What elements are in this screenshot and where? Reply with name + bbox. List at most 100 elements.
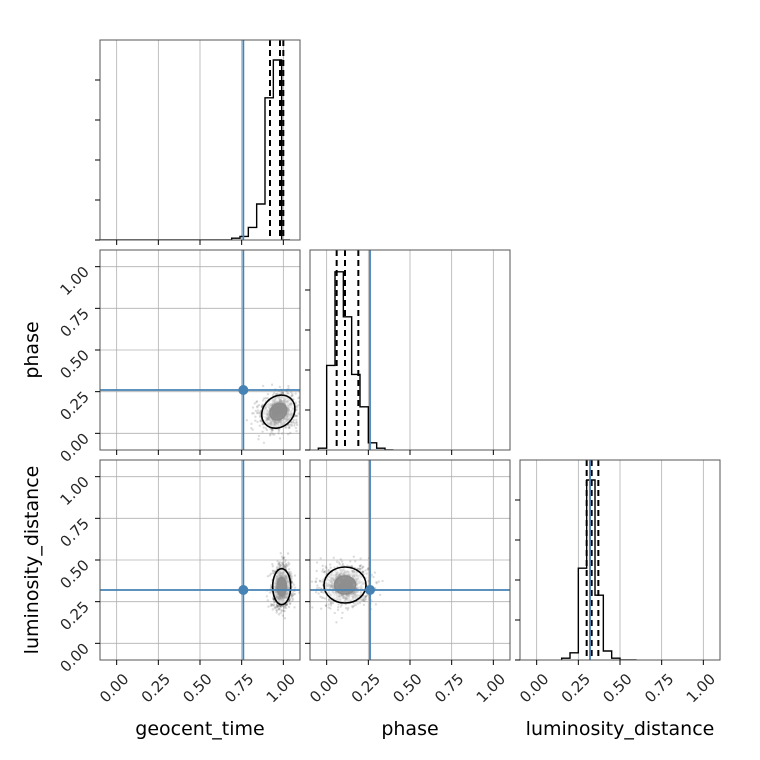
sample-point xyxy=(295,420,298,424)
sample-point xyxy=(289,572,293,576)
sample-point xyxy=(277,562,280,566)
sample-point xyxy=(272,569,275,573)
sample-point xyxy=(262,441,266,444)
sample-point xyxy=(252,412,255,415)
sample-point xyxy=(257,411,260,415)
sample-point xyxy=(374,603,378,606)
sample-point xyxy=(327,598,331,601)
sample-point xyxy=(281,562,285,566)
sample-point xyxy=(320,596,323,599)
sample-point xyxy=(291,394,294,397)
sample-point xyxy=(361,566,364,569)
sample-point xyxy=(295,423,299,427)
sample-point xyxy=(284,566,287,569)
sample-point xyxy=(291,595,294,598)
sample-point xyxy=(280,610,283,613)
sample-point xyxy=(286,552,290,555)
sample-point xyxy=(287,570,291,574)
sample-point xyxy=(258,411,262,415)
sample-point xyxy=(358,564,362,568)
sample-point xyxy=(366,568,370,571)
x-tick-label: 0.75 xyxy=(641,670,677,706)
sample-point xyxy=(262,426,266,429)
sample-point xyxy=(291,581,294,585)
sample-point xyxy=(292,593,296,596)
sample-point xyxy=(285,426,288,429)
sample-point xyxy=(315,569,318,573)
x-tick-label: 0.50 xyxy=(389,670,425,706)
sample-point xyxy=(363,599,367,602)
sample-point xyxy=(277,563,281,566)
sample-point xyxy=(300,422,302,424)
sample-point xyxy=(319,557,322,560)
sample-point xyxy=(276,605,279,609)
sample-point xyxy=(283,564,286,568)
y-tick-label: 0.50 xyxy=(56,556,92,592)
sample-point xyxy=(270,383,274,386)
y-tick-label: 0.25 xyxy=(56,388,92,424)
sample-point xyxy=(289,595,293,598)
sample-point xyxy=(284,559,287,562)
sample-point xyxy=(331,602,335,605)
sample-point xyxy=(274,606,277,609)
sample-point xyxy=(293,606,296,609)
sample-point xyxy=(256,406,259,409)
sample-point xyxy=(335,621,338,624)
sample-point xyxy=(279,611,282,615)
sample-point xyxy=(354,560,357,563)
sample-point xyxy=(318,579,322,582)
sample-point xyxy=(322,571,326,574)
y-tick-label: 1.00 xyxy=(56,473,92,509)
sample-point xyxy=(278,604,281,608)
x-tick-label: 1.00 xyxy=(263,670,299,706)
sample-point xyxy=(315,561,319,564)
sample-point xyxy=(274,392,278,396)
sample-point xyxy=(297,412,300,415)
sample-point xyxy=(358,564,362,568)
sample-point xyxy=(290,394,294,397)
sample-point xyxy=(284,562,288,566)
sample-point xyxy=(280,605,283,608)
sample-point xyxy=(294,392,297,395)
sample-point xyxy=(280,608,283,612)
sample-point xyxy=(319,595,322,598)
sample-point xyxy=(295,414,298,417)
sample-point xyxy=(275,606,278,609)
sample-point xyxy=(276,392,279,395)
sample-point xyxy=(257,434,261,438)
sample-point xyxy=(285,603,289,607)
x-tick-label: 0.00 xyxy=(96,670,132,706)
x-tick-label: 0.25 xyxy=(558,670,594,706)
sample-point xyxy=(329,563,332,566)
sample-point xyxy=(321,570,324,573)
sample-point xyxy=(295,418,298,421)
sample-point xyxy=(277,604,280,607)
truth-marker xyxy=(365,585,375,595)
sample-point xyxy=(272,391,276,395)
panel-luminosity_distance-luminosity_distance: 0.00 0.25 0.50 0.75 1.00 xyxy=(515,459,721,706)
sample-point xyxy=(291,597,295,601)
x-tick-label: 0.25 xyxy=(348,670,384,706)
sample-point xyxy=(277,432,280,435)
sample-point xyxy=(276,604,279,608)
sample-point xyxy=(281,556,284,560)
sample-point xyxy=(268,574,271,577)
sample-point xyxy=(258,415,262,419)
sample-point xyxy=(278,606,282,609)
sample-point xyxy=(291,392,294,396)
sample-point xyxy=(361,571,365,574)
sample-point xyxy=(264,427,268,430)
sample-point xyxy=(287,387,290,390)
sample-point xyxy=(292,418,295,422)
x-tick-label: 1.00 xyxy=(683,670,719,706)
sample-point xyxy=(294,426,298,430)
sample-point xyxy=(327,606,330,609)
sample-point xyxy=(356,602,359,605)
sample-point xyxy=(294,414,297,418)
sample-point xyxy=(314,590,318,594)
sample-point xyxy=(269,604,273,608)
sample-point xyxy=(282,563,285,566)
sample-point xyxy=(311,606,314,609)
sample-point xyxy=(357,567,361,570)
